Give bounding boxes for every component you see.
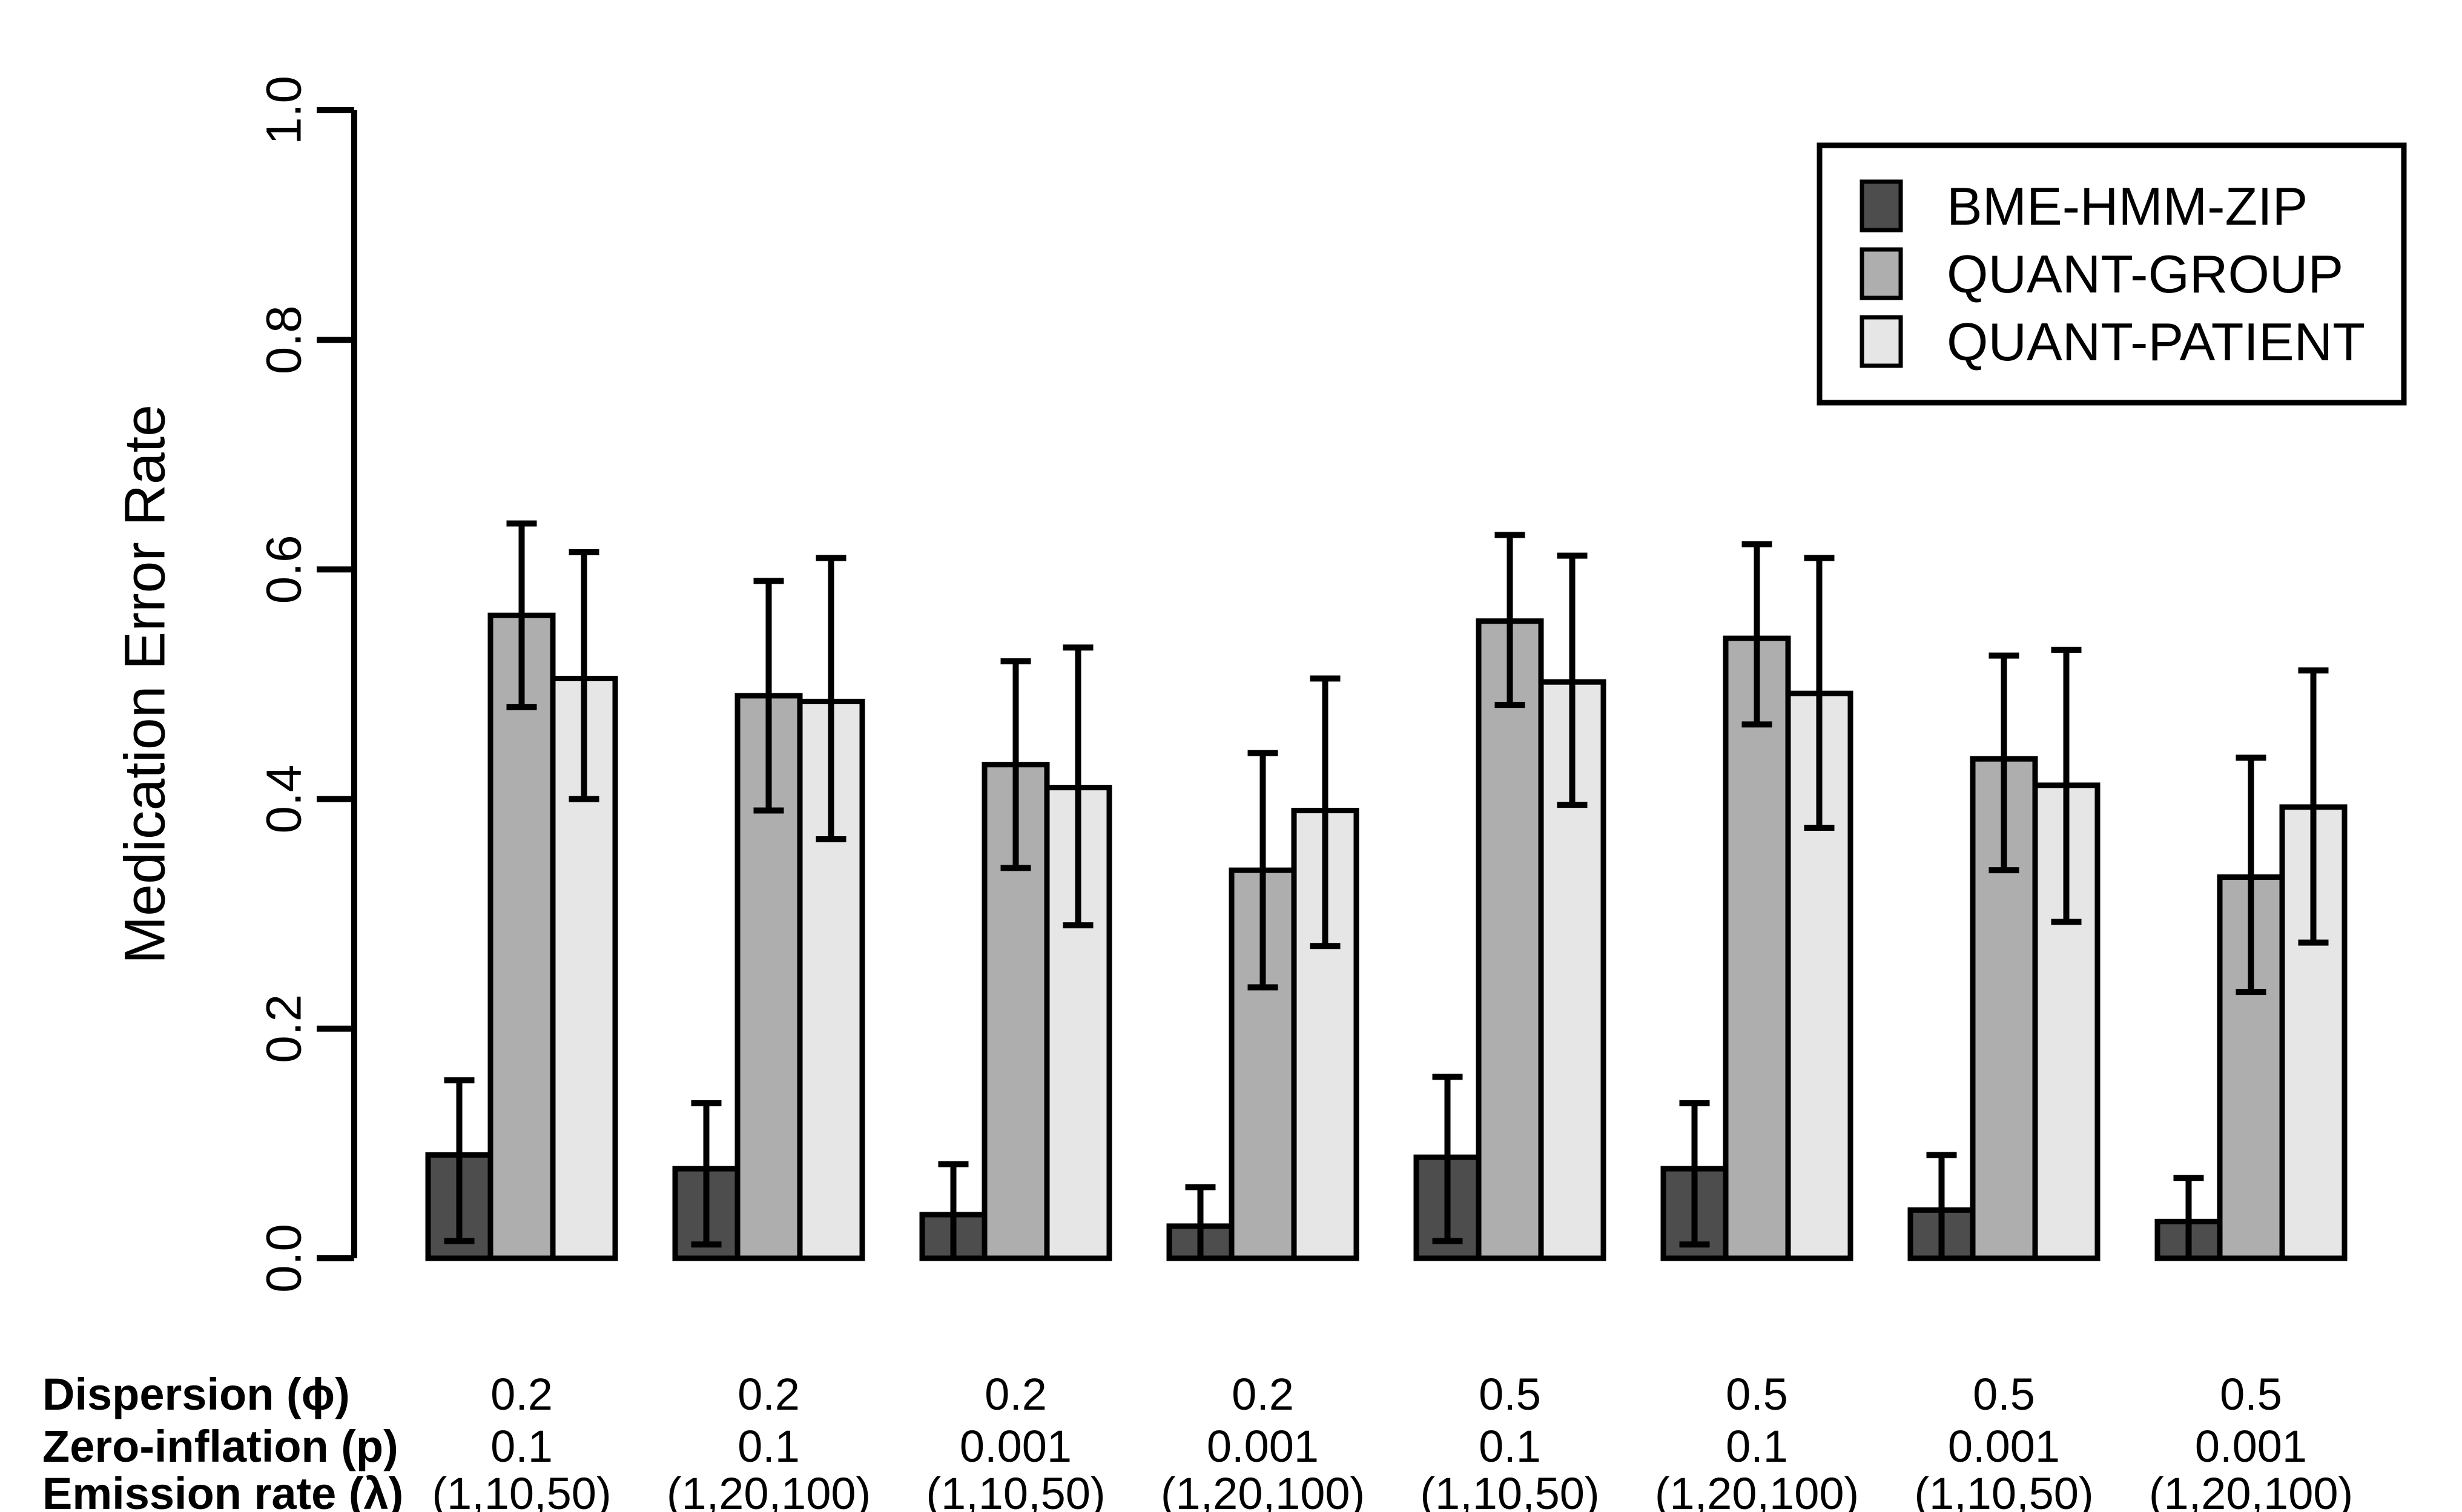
y-tick-label: 0.6 <box>257 535 312 604</box>
annotation-value-group4: 0.001 <box>1207 1421 1319 1471</box>
annotation-value-group7: 0.001 <box>1948 1421 2060 1471</box>
legend-label-quant-patient: QUANT-PATIENT <box>1947 312 2365 372</box>
annotation-value-group5: 0.1 <box>1479 1421 1541 1471</box>
annotation-value-group2: 0.2 <box>738 1369 800 1419</box>
annotation-value-group3: 0.2 <box>985 1369 1047 1419</box>
annotation-row-label: Zero-inflation (p) <box>42 1421 398 1471</box>
annotation-value-group8: (1,20,100) <box>2149 1468 2353 1512</box>
annotation-value-group2: (1,20,100) <box>667 1468 871 1512</box>
annotation-value-group3: 0.001 <box>960 1421 1072 1471</box>
annotation-value-group4: (1,20,100) <box>1161 1468 1365 1512</box>
y-tick-label: 0.8 <box>257 305 312 374</box>
y-tick-label: 0.4 <box>257 765 312 834</box>
y-tick-label: 0.0 <box>257 1224 312 1293</box>
annotation-value-group4: 0.2 <box>1232 1369 1294 1419</box>
y-tick-label: 0.2 <box>257 994 312 1063</box>
annotation-value-group8: 0.5 <box>2220 1369 2282 1419</box>
legend-label-bme-hmm-zip: BME-HMM-ZIP <box>1947 176 2308 236</box>
bar-quant-group-group1 <box>487 612 556 1261</box>
legend-swatch-bme-hmm-zip <box>1860 179 1903 233</box>
annotation-value-group5: 0.5 <box>1479 1369 1541 1419</box>
annotation-value-group3: (1,10,50) <box>926 1468 1105 1512</box>
annotation-value-group2: 0.1 <box>738 1421 800 1471</box>
annotation-value-group6: (1,20,100) <box>1655 1468 1859 1512</box>
annotation-value-group1: 0.1 <box>490 1421 553 1471</box>
legend-label-quant-group: QUANT-GROUP <box>1947 244 2343 304</box>
y-axis-title: Medication Error Rate <box>113 404 177 964</box>
annotation-value-group1: (1,10,50) <box>432 1468 611 1512</box>
annotation-value-group1: 0.2 <box>490 1369 553 1419</box>
annotation-value-group7: 0.5 <box>1973 1369 2035 1419</box>
bar-quant-group-group6 <box>1723 635 1791 1261</box>
legend-box <box>1817 142 2407 406</box>
annotation-value-group8: 0.001 <box>2195 1421 2307 1471</box>
annotation-value-group6: 0.5 <box>1726 1369 1788 1419</box>
legend-swatch-quant-group <box>1860 247 1903 300</box>
annotation-value-group7: (1,10,50) <box>1914 1468 2093 1512</box>
annotation-value-group6: 0.1 <box>1726 1421 1788 1471</box>
annotation-row-label: Dispersion (ϕ) <box>42 1369 350 1419</box>
annotation-value-group5: (1,10,50) <box>1420 1468 1599 1512</box>
legend-swatch-quant-patient <box>1860 315 1903 368</box>
bar-quant-group-group5 <box>1476 618 1544 1261</box>
annotation-row-label: Emission rate (λ) <box>42 1468 403 1512</box>
y-tick-label: 1.0 <box>257 76 312 145</box>
